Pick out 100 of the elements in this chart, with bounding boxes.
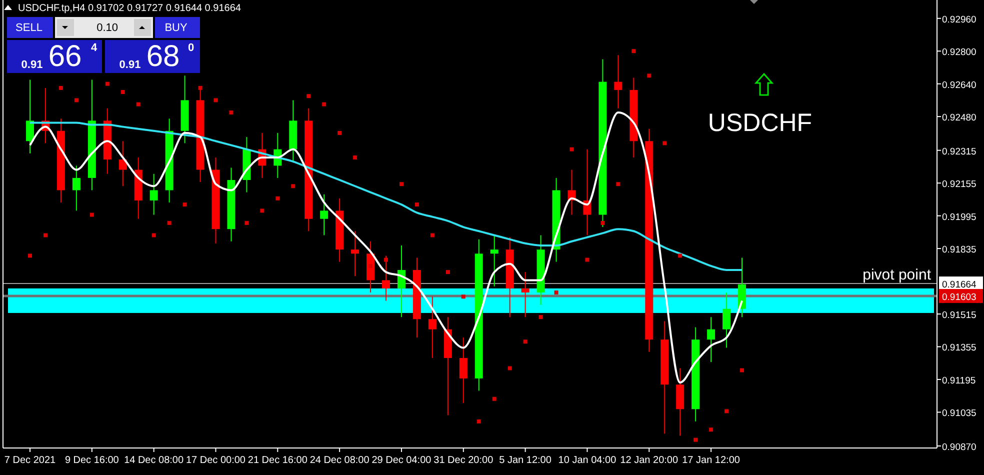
- point: [353, 155, 358, 160]
- x-tick-label: 17 Jan 12:00: [682, 455, 740, 466]
- candlestick: [722, 292, 731, 348]
- x-tick-label: 12 Jan 20:00: [620, 455, 678, 466]
- point: [338, 130, 342, 135]
- annotation: USDCHF: [708, 109, 812, 137]
- candlestick: [707, 316, 716, 363]
- candlestick: [26, 79, 34, 154]
- x-tick-label: 5 Jan 12:00: [499, 455, 552, 466]
- point: [678, 254, 682, 258]
- candlestick: [490, 234, 498, 287]
- point: [384, 258, 388, 262]
- y-tick-label: 0.90870: [942, 442, 976, 453]
- point: [554, 290, 558, 295]
- annotation: 68: [146, 40, 180, 73]
- point: [414, 202, 419, 207]
- annotation: 0.91: [21, 59, 43, 71]
- point: [508, 366, 512, 370]
- point: [446, 270, 450, 274]
- band-label: pivot point: [862, 266, 932, 284]
- sell-price-box: 0.91 66 4: [7, 40, 102, 73]
- point: [260, 208, 264, 213]
- annotation: 4: [90, 42, 98, 54]
- point: [136, 102, 140, 106]
- y-tick-label: 0.91195: [942, 375, 976, 386]
- candlestick: [72, 165, 80, 212]
- point: [570, 147, 574, 152]
- candlestick: [428, 296, 436, 358]
- annotation: 0: [188, 42, 194, 54]
- point: [276, 196, 280, 200]
- annotation: 0.10: [96, 22, 118, 34]
- point: [616, 182, 620, 186]
- y-tick-label: 0.91515: [942, 310, 976, 321]
- ref-line-label: 0.91664: [942, 280, 976, 291]
- x-tick-label: 14 Dec 08:00: [124, 455, 184, 466]
- point: [740, 368, 744, 372]
- point: [538, 315, 543, 320]
- candlestick: [382, 255, 390, 302]
- point: [430, 233, 434, 238]
- x-tick-label: 17 Dec 00:00: [186, 455, 246, 466]
- point: [399, 182, 404, 186]
- point: [120, 90, 125, 94]
- point: [322, 102, 326, 106]
- point: [58, 86, 63, 90]
- point: [461, 294, 466, 299]
- candlestick: [351, 230, 360, 277]
- point: [368, 264, 373, 268]
- x-tick-label: 29 Dec 04:00: [372, 455, 432, 466]
- point: [167, 220, 172, 225]
- point: [291, 184, 296, 188]
- ref-line-label: 0.91603: [942, 292, 976, 303]
- y-tick-label: 0.91035: [942, 408, 976, 420]
- x-tick-label: 10 Jan 04:00: [558, 455, 617, 466]
- annotation: 0.91: [119, 59, 141, 71]
- point: [90, 212, 94, 217]
- point: [694, 438, 698, 442]
- point: [585, 258, 590, 262]
- point: [105, 82, 110, 86]
- sell-button: SELL: [7, 17, 53, 38]
- candlestick: [459, 337, 468, 404]
- y-tick-label: 0.91835: [942, 244, 976, 256]
- point: [523, 340, 528, 344]
- point: [600, 220, 605, 225]
- point: [229, 110, 234, 114]
- point: [244, 220, 249, 225]
- point: [214, 98, 218, 102]
- y-tick-label: 0.92480: [942, 112, 976, 124]
- point: [152, 233, 156, 238]
- x-tick-label: 24 Dec 08:00: [310, 455, 370, 466]
- buy-price-box: 0.91 68 0: [105, 40, 200, 73]
- y-tick-label: 0.92800: [942, 47, 976, 58]
- point: [306, 94, 311, 98]
- point: [709, 428, 714, 432]
- annotation: BUY: [164, 22, 188, 34]
- chart-title: USDCHF.tp,H4 0.91702 0.91727 0.91644 0.91664: [18, 3, 242, 14]
- buy-button: BUY: [155, 17, 200, 38]
- point: [74, 98, 78, 102]
- point: [182, 202, 187, 207]
- annotation: 66: [48, 40, 82, 73]
- point: [647, 74, 652, 78]
- point: [492, 396, 496, 401]
- x-tick-label: 31 Dec 20:00: [434, 455, 494, 466]
- candlestick: [614, 54, 622, 109]
- point: [476, 419, 481, 424]
- x-tick-label: 21 Dec 16:00: [248, 455, 308, 466]
- point: [632, 49, 636, 54]
- point: [198, 86, 202, 90]
- candlestick: [118, 140, 127, 187]
- annotation: SELL: [16, 22, 42, 34]
- x-tick-label: 7 Dec 2021: [4, 455, 56, 466]
- y-tick-label: 0.91995: [942, 212, 976, 223]
- candlestick: [320, 194, 328, 236]
- y-tick-label: 0.91355: [942, 342, 976, 354]
- y-tick-label: 0.92640: [942, 80, 976, 91]
- candlestick: [521, 272, 530, 318]
- point: [662, 141, 667, 146]
- point: [724, 409, 729, 414]
- y-tick-label: 0.92315: [942, 146, 976, 158]
- y-tick-label: 0.92960: [942, 14, 976, 26]
- candlestick: [150, 173, 158, 216]
